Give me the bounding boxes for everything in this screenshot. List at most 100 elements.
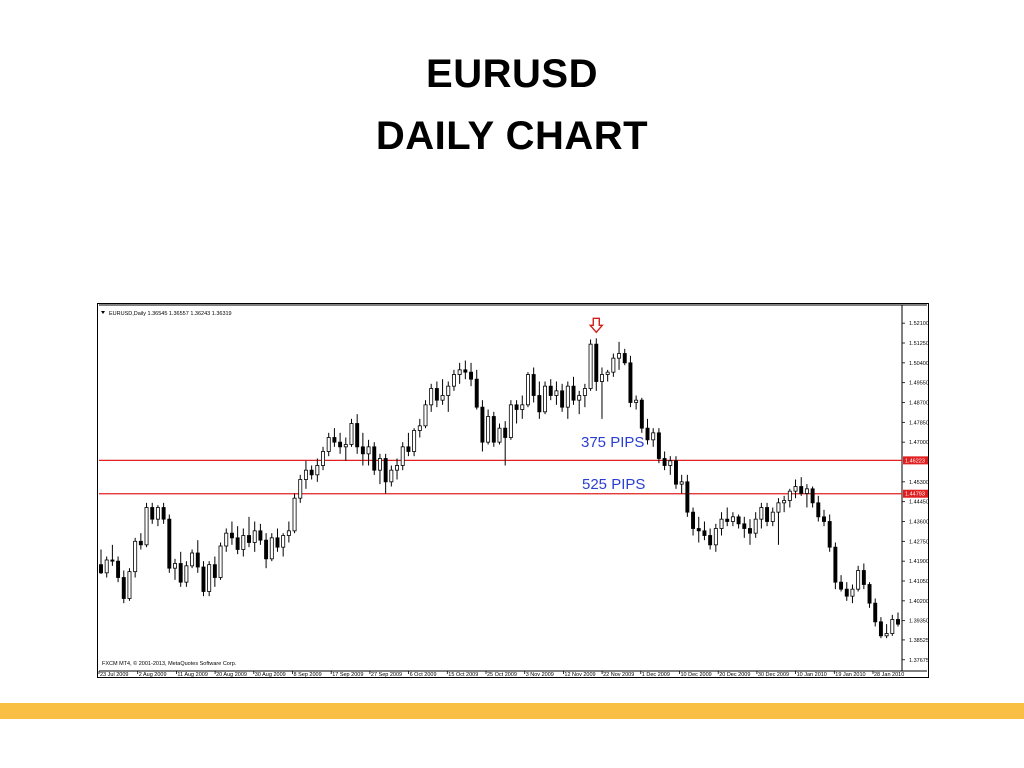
- y-tick-label: 1.51250: [909, 341, 929, 347]
- candle-bear: [514, 404, 519, 410]
- y-tick-label: 1.41900: [909, 559, 929, 565]
- candle-bear: [235, 537, 240, 550]
- x-tick-label: 15 Oct 2009: [448, 672, 478, 678]
- candle-bear: [247, 535, 251, 543]
- candle-bear: [167, 518, 172, 569]
- candle-bear: [622, 353, 627, 364]
- candle-bull: [343, 444, 348, 448]
- candle-bull: [173, 563, 177, 569]
- candle-bull: [787, 490, 792, 501]
- candle-bull: [793, 486, 798, 492]
- annotation-375-pips: 375 PIPS: [581, 434, 644, 451]
- candle-bull: [269, 537, 274, 560]
- chart-svg: 1.52100 1.51250 1.50400 1.49550 1.48700 1.478…: [97, 303, 929, 678]
- candle-bear: [799, 486, 804, 494]
- candle-bear: [873, 602, 878, 623]
- candle-bull: [286, 530, 291, 536]
- down-arrow-icon: [588, 317, 604, 334]
- candle-bear: [571, 385, 576, 401]
- x-tick-label: 17 Sep 2009: [332, 672, 363, 678]
- candle-bear: [531, 374, 536, 396]
- x-tick-label: 20 Aug 2009: [216, 672, 247, 678]
- candle-bear: [275, 537, 280, 548]
- candle-bear: [685, 481, 690, 513]
- dropdown-triangle-icon: [101, 311, 105, 314]
- x-tick-label: 30 Aug 2009: [255, 672, 286, 678]
- candle-bull: [668, 460, 673, 466]
- x-tick-label: 12 Nov 2009: [564, 672, 595, 678]
- candle-bear: [469, 371, 474, 380]
- candle-bull: [423, 404, 428, 427]
- candle-bull: [600, 374, 604, 382]
- candle-bull: [292, 497, 297, 532]
- candle-bull: [753, 518, 758, 534]
- candle-bear: [827, 521, 832, 548]
- candle-bear: [896, 619, 900, 625]
- candle-bull: [417, 425, 422, 431]
- candle-bull: [446, 385, 451, 396]
- y-tick-label: 1.47000: [909, 440, 929, 446]
- chart-footer: FXCM MT4, © 2001-2013, MetaQuotes Softwa…: [102, 660, 237, 667]
- candle-bear: [503, 427, 508, 438]
- candle-bull: [577, 395, 582, 401]
- candle-bear: [332, 437, 337, 443]
- candle-bear: [463, 369, 468, 373]
- x-tick-label: 20 Dec 2009: [719, 672, 750, 678]
- candle-bear: [674, 460, 678, 485]
- candle-bull: [651, 432, 656, 441]
- candle-bear: [110, 559, 115, 562]
- candle-bear: [560, 390, 565, 408]
- x-tick-label: 30 Dec 2009: [758, 672, 789, 678]
- time-axis: 23 Jul 2009 2 Aug 2009 11 Aug 2009 20 Aug 2…: [98, 671, 904, 678]
- candle-bear: [434, 388, 439, 401]
- candle-bear: [474, 378, 479, 408]
- candle-bear: [338, 441, 343, 448]
- level-price-label: 1.46223: [905, 458, 925, 464]
- candle-bull: [218, 545, 223, 578]
- candle-bull: [457, 369, 462, 375]
- bottom-accent-bar: [0, 703, 1024, 719]
- candle-bull: [719, 518, 724, 529]
- candle-bear: [229, 532, 234, 539]
- candle-bear: [736, 516, 741, 525]
- candle-bear: [833, 546, 838, 583]
- y-tick-label: 1.44450: [909, 500, 929, 506]
- y-tick-label: 1.49550: [909, 381, 929, 387]
- x-tick-label: 27 Sep 2009: [371, 672, 402, 678]
- candle-bear: [594, 343, 599, 382]
- y-tick-label: 1.43600: [909, 520, 929, 526]
- candle-bull: [554, 390, 559, 396]
- candle-bear: [548, 385, 553, 396]
- candle-bull: [298, 479, 303, 499]
- candle-bull: [890, 619, 895, 634]
- candle-bear: [491, 416, 496, 443]
- down-arrow-shape: [588, 317, 604, 334]
- candle-bear: [406, 446, 411, 452]
- candle-bull: [588, 343, 593, 389]
- x-tick-label: 8 Sep 2009: [294, 672, 322, 678]
- price-axis: 1.52100 1.51250 1.50400 1.49550 1.48700 1.478…: [99, 305, 929, 672]
- candle-bull: [281, 535, 286, 548]
- candle-bull: [207, 564, 212, 592]
- candle-bull: [634, 399, 639, 403]
- y-tick-label: 1.50400: [909, 361, 929, 367]
- candle-bull: [582, 388, 587, 396]
- candle-bull: [400, 446, 405, 466]
- candle-bear: [702, 530, 707, 536]
- y-tick-label: 1.47850: [909, 420, 929, 426]
- candle-bear: [628, 362, 633, 403]
- candle-bull: [856, 570, 861, 590]
- candle-bear: [178, 563, 183, 583]
- slide-title-line1: EURUSD: [426, 52, 598, 96]
- candle-bull: [190, 552, 195, 567]
- candle-bear: [748, 528, 752, 534]
- candle-bull: [520, 404, 525, 410]
- candle-bull: [395, 465, 399, 471]
- candle-bear: [725, 518, 730, 522]
- candle-bull: [605, 371, 610, 375]
- candle-bull: [252, 530, 257, 543]
- candles: [99, 338, 900, 639]
- candle-bear: [639, 399, 644, 429]
- x-tick-label: 25 Oct 2009: [487, 672, 517, 678]
- candle-bull: [133, 540, 138, 573]
